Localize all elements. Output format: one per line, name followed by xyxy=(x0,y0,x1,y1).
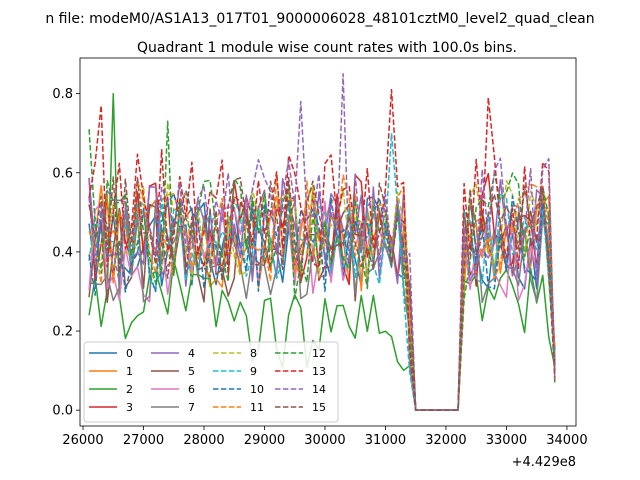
x-tick-label-26000: 26000 xyxy=(62,433,103,448)
y-tick-label-0.2: 0.2 xyxy=(52,325,73,340)
x-tick-label-31000: 31000 xyxy=(365,433,406,448)
legend-label-5: 5 xyxy=(188,365,195,378)
legend-label-0: 0 xyxy=(126,347,133,360)
legend-label-12: 12 xyxy=(312,347,326,360)
legend-label-11: 11 xyxy=(250,401,264,414)
x-offset-label: +4.429e8 xyxy=(512,455,576,470)
chart-title: Quadrant 1 module wise count rates with … xyxy=(137,40,517,56)
legend-label-13: 13 xyxy=(312,365,326,378)
series-line-15 xyxy=(88,176,556,411)
legend-label-14: 14 xyxy=(312,383,326,396)
x-tick-label-34000: 34000 xyxy=(546,433,587,448)
x-tick-label-28000: 28000 xyxy=(183,433,224,448)
legend-label-7: 7 xyxy=(188,401,195,414)
y-axis: 0.0 0.2 0.4 0.6 0.8 xyxy=(52,87,80,419)
y-tick-label-0.8: 0.8 xyxy=(52,87,73,102)
x-tick-label-27000: 27000 xyxy=(123,433,164,448)
y-tick-label-0: 0.0 xyxy=(52,404,73,419)
series-line-7 xyxy=(88,200,556,411)
legend-label-3: 3 xyxy=(126,401,133,414)
legend-label-4: 4 xyxy=(188,347,195,360)
series-layer xyxy=(88,73,556,411)
x-tick-label-33000: 33000 xyxy=(486,433,527,448)
legend-label-8: 8 xyxy=(250,347,257,360)
legend-label-6: 6 xyxy=(188,383,195,396)
x-axis: 26000 27000 28000 29000 30000 31000 32000 33000… xyxy=(62,426,588,448)
plot-frame xyxy=(79,57,577,427)
x-tick-label-30000: 30000 xyxy=(304,433,345,448)
legend-label-10: 10 xyxy=(250,383,264,396)
chart-suptitle: n file: modeM0/AS1A13_017T01_9000006028_… xyxy=(45,11,594,27)
legend-label-15: 15 xyxy=(312,401,326,414)
y-tick-label-0.6: 0.6 xyxy=(52,166,73,181)
legend-label-2: 2 xyxy=(126,383,133,396)
x-tick-label-32000: 32000 xyxy=(425,433,466,448)
x-tick-label-29000: 29000 xyxy=(244,433,285,448)
legend-box xyxy=(83,341,339,423)
legend-label-9: 9 xyxy=(250,365,257,378)
legend-label-1: 1 xyxy=(126,365,133,378)
y-tick-label-0.4: 0.4 xyxy=(52,245,73,260)
series-line-11 xyxy=(88,172,556,411)
